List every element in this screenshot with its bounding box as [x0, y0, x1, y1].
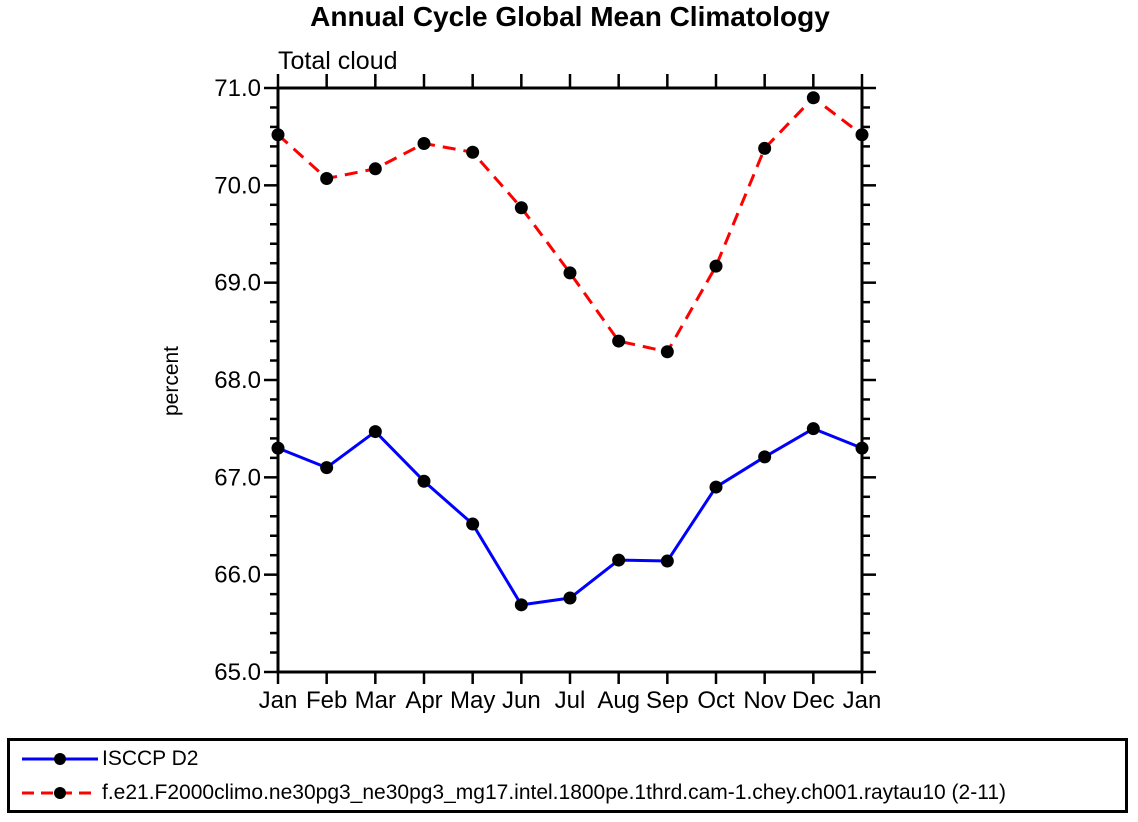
legend-marker-icon [54, 752, 66, 765]
legend-key-solid-line-icon [22, 752, 98, 765]
data-point-marker [271, 441, 285, 455]
legend-label: ISCCP D2 [102, 746, 199, 770]
axis-frame [276, 86, 864, 674]
x-tick-label: Apr [405, 687, 442, 714]
data-point-marker [806, 422, 820, 436]
data-point-marker [271, 128, 285, 142]
x-tick-label: Jan [843, 687, 882, 714]
legend-marker-icon [54, 786, 66, 799]
y-tick-label: 65.0 [214, 659, 261, 686]
data-point-marker [758, 450, 772, 464]
y-tick-label: 66.0 [214, 562, 261, 589]
data-point-marker [514, 598, 528, 612]
x-tick-label: Aug [597, 687, 640, 714]
data-point-marker [660, 345, 674, 359]
x-tick-label: Oct [697, 687, 735, 714]
plot-area: Jan Feb Mar Apr May Jun Jul Aug Sep Oct Nov Dec Jan6… [214, 74, 882, 714]
chart-title: Annual Cycle Global Mean Climatology [310, 1, 830, 32]
data-point-marker [806, 91, 820, 105]
x-tick-label: May [450, 687, 495, 714]
series-line [277, 427, 863, 607]
data-point-marker [855, 441, 869, 455]
data-point-marker [466, 517, 480, 531]
data-point-marker [368, 162, 382, 176]
data-point-marker [417, 136, 431, 150]
legend: ISCCP D2 f.e21.F2000climo.ne30pg3_ne30pg… [7, 738, 1128, 813]
data-point-marker [514, 201, 528, 215]
x-tick-label: Jan [259, 687, 298, 714]
data-point-marker [612, 334, 626, 348]
y-tick-label: 67.0 [214, 464, 261, 491]
x-tick-label: Jun [502, 687, 541, 714]
y-tick-label: 69.0 [214, 270, 261, 297]
legend-label: f.e21.F2000climo.ne30pg3_ne30pg3_mg17.in… [102, 780, 1007, 804]
x-tick-label: Sep [646, 687, 689, 714]
legend-key-dashed-line-icon [22, 786, 98, 799]
x-tick-label: Feb [306, 687, 347, 714]
series-line [276, 96, 863, 354]
data-point-marker [563, 266, 577, 280]
legend-item-observation: ISCCP D2 [16, 742, 1125, 776]
y-tick-label: 70.0 [214, 172, 261, 199]
x-tick-label: Jul [555, 687, 586, 714]
x-tick-label: Nov [743, 687, 786, 714]
data-point-marker [320, 172, 334, 186]
y-tick-label: 68.0 [214, 367, 261, 394]
data-point-marker [758, 141, 772, 155]
data-point-marker [417, 474, 431, 488]
data-point-marker [660, 554, 674, 568]
data-point-marker [320, 461, 334, 475]
legend-item-model: f.e21.F2000climo.ne30pg3_ne30pg3_mg17.in… [16, 776, 1125, 810]
data-point-marker [368, 425, 382, 439]
x-tick-label: Dec [792, 687, 835, 714]
data-point-marker [709, 259, 723, 273]
x-tick-label: Mar [355, 687, 396, 714]
y-tick-label: 71.0 [214, 75, 261, 102]
data-point-marker [709, 480, 723, 494]
data-point-marker [855, 128, 869, 142]
data-point-marker [466, 145, 480, 159]
data-point-marker [563, 591, 577, 605]
data-point-marker [612, 553, 626, 567]
chart-subtitle: Total cloud [278, 47, 398, 75]
